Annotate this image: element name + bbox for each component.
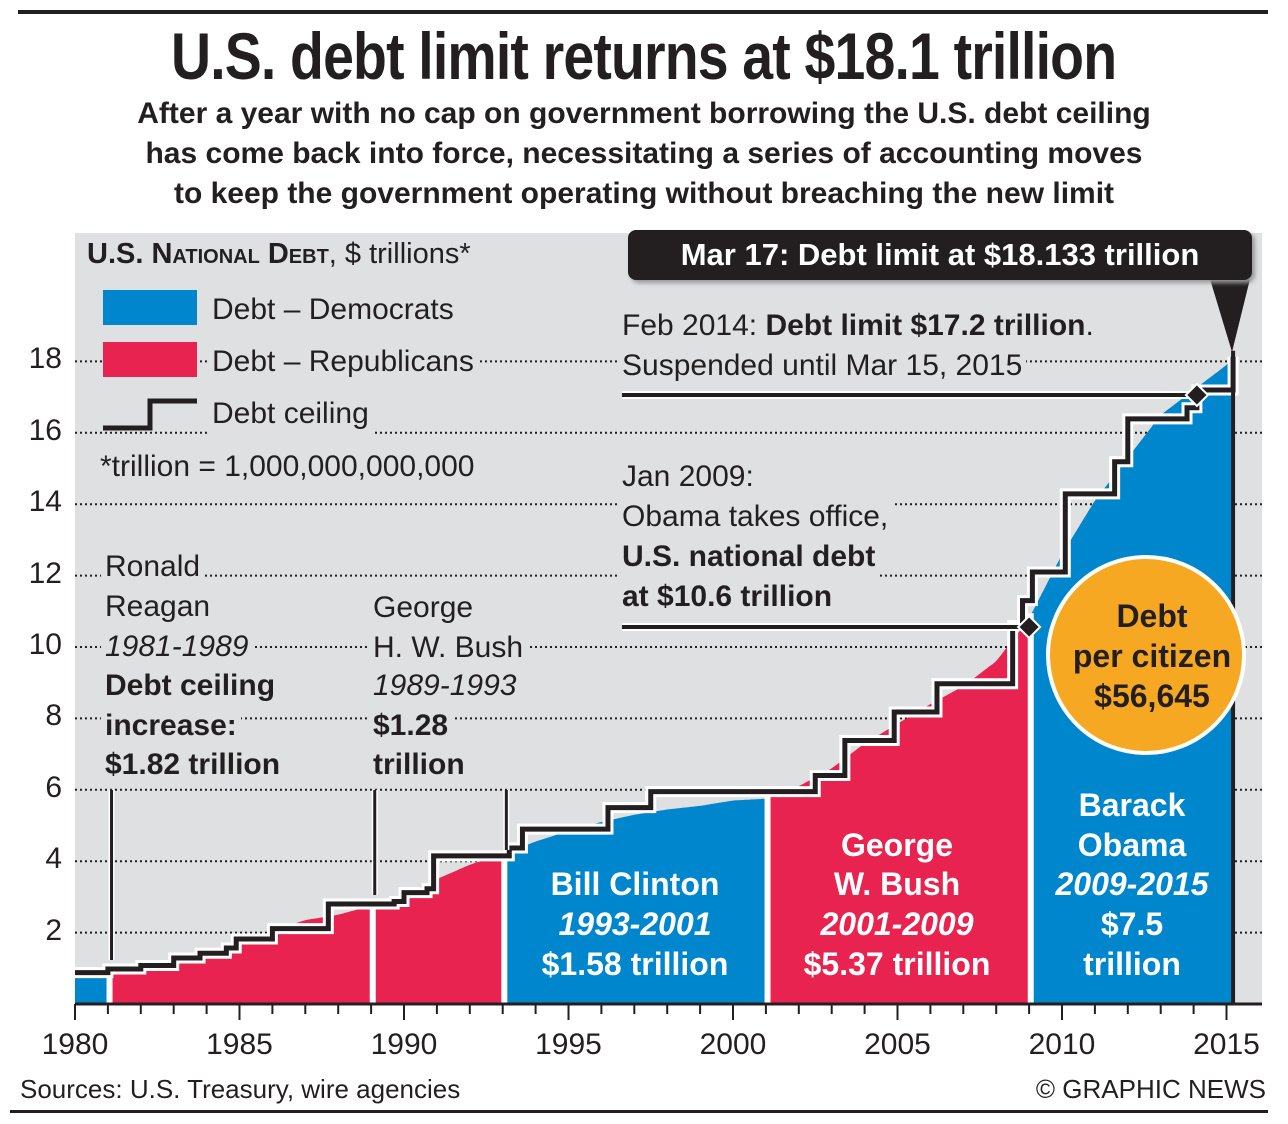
debt-area-bill-clinton <box>504 798 768 1004</box>
per-citizen-value: $56,645 <box>1094 678 1210 714</box>
bottom-rule <box>10 1110 1268 1113</box>
jan2009-line4: at $10.6 trillion <box>618 577 837 617</box>
x-tick-label: 1990 <box>370 1028 438 1061</box>
debt-ceiling-line <box>75 356 1236 976</box>
x-tick-label: 1995 <box>535 1028 602 1061</box>
x-tick-label: 2005 <box>864 1028 931 1061</box>
obama-increase-2: trillion <box>1083 946 1181 982</box>
x-tick-label: 1980 <box>41 1028 109 1061</box>
callout-tail <box>1210 279 1250 352</box>
y-tick-label: 2 <box>45 913 62 947</box>
debt-area-george-w-bush <box>767 615 1031 1004</box>
subtitle-line-3: to keep the government operating without… <box>173 177 1115 210</box>
debt-per-citizen-badge <box>1046 555 1246 755</box>
jan2009-line3: U.S. national debt <box>618 537 880 577</box>
legend-label-democrats: Debt – Democrats <box>208 290 458 330</box>
reagan-years: 1981-1989 <box>101 627 253 667</box>
feb2014-bold: Debt limit $17.2 trillion <box>765 309 1086 342</box>
feb2014-prefix: Feb 2014: <box>622 309 766 342</box>
y-tick-label: 8 <box>45 699 62 733</box>
x-tick-label: 2000 <box>699 1028 767 1061</box>
per-citizen-line1: Debt <box>1116 598 1188 634</box>
clinton-name: Bill Clinton <box>550 866 720 902</box>
x-tick-label: 2010 <box>1028 1028 1096 1061</box>
y-tick-label: 10 <box>28 628 62 661</box>
bush-jr-name-1: George <box>840 827 954 863</box>
obama-years: 2009-2015 <box>1055 866 1209 902</box>
debt-area-george-h-w-bush <box>372 853 505 1004</box>
bush-sr-name-2: H. W. Bush <box>369 628 528 668</box>
bush-sr-years: 1989-1993 <box>369 666 521 706</box>
y-tick-label: 12 <box>28 556 62 590</box>
bush-jr-years: 2001-2009 <box>820 906 974 942</box>
per-citizen-line2: per citizen <box>1072 638 1232 674</box>
chart-heading-main: U.S. National Debt <box>87 238 329 270</box>
sources: Sources: U.S. Treasury, wire agencies <box>20 1074 461 1104</box>
marker-diamond <box>1184 382 1210 408</box>
y-tick-label: 18 <box>28 342 62 376</box>
obama-name-2: Obama <box>1077 827 1187 863</box>
reagan-increase-3: $1.82 trillion <box>101 745 285 785</box>
y-tick-label: 6 <box>45 770 62 804</box>
obama-increase-1: $7.5 <box>1100 906 1164 942</box>
title-text: U.S. debt limit returns at $18.1 trillio… <box>171 19 1117 93</box>
page-title: U.S. debt limit returns at $18.1 trillio… <box>0 18 1288 94</box>
legend-label-republicans: Debt – Republicans <box>208 342 478 382</box>
clinton-increase: $1.58 trillion <box>541 946 729 982</box>
jan2009-line1: Jan 2009: <box>618 457 758 497</box>
legend-swatch-democrats <box>103 290 197 325</box>
reagan-name-1: Ronald <box>101 547 205 587</box>
chart-heading: U.S. National Debt, $ trillions* <box>87 234 471 274</box>
legend-swatch-republicans <box>103 342 197 377</box>
top-rule <box>18 10 1268 14</box>
bush-sr-increase-2: trillion <box>369 745 469 785</box>
clinton-years: 1993-2001 <box>558 906 712 942</box>
feb2014-suffix: . <box>1085 309 1094 342</box>
feb2014-annotation: Feb 2014: Debt limit $17.2 trillion. <box>618 306 1098 346</box>
footnote: *trillion = 1,000,000,000,000 <box>100 450 475 483</box>
marker-diamond <box>1016 614 1042 640</box>
legend-ceiling-icon <box>103 398 197 431</box>
bush-sr-name-1: George <box>369 588 478 628</box>
feb2014-line2: Suspended until Mar 15, 2015 <box>618 346 1027 386</box>
x-tick-label: 1985 <box>206 1028 273 1061</box>
reagan-name-2: Reagan <box>101 587 215 627</box>
y-tick-label: 16 <box>28 413 62 447</box>
jan2009-line2: Obama takes office, <box>618 497 893 537</box>
chart-heading-unit: , $ trillions* <box>328 238 471 270</box>
legend-label-ceiling: Debt ceiling <box>208 394 373 434</box>
debt-area-carter <box>75 975 110 1004</box>
obama-name-1: Barack <box>1078 787 1186 823</box>
subtitle-line-1: After a year with no cap on government b… <box>137 97 1151 130</box>
bush-jr-name-2: W. Bush <box>833 866 961 902</box>
debt-limit-callout: Mar 17: Debt limit at $18.133 trillion <box>628 230 1252 280</box>
y-tick-label: 14 <box>28 485 62 519</box>
y-tick-label: 4 <box>45 842 62 876</box>
reagan-increase-1: Debt ceiling <box>101 666 280 706</box>
subtitle-line-2: has come back into force, necessitating … <box>145 137 1143 170</box>
reagan-increase-2: increase: <box>101 706 241 746</box>
x-tick-label: 2015 <box>1193 1028 1260 1061</box>
bush-sr-increase-1: $1.28 <box>369 706 453 746</box>
bush-jr-increase: $5.37 trillion <box>803 946 991 982</box>
credit: © GRAPHIC NEWS <box>1035 1074 1266 1104</box>
